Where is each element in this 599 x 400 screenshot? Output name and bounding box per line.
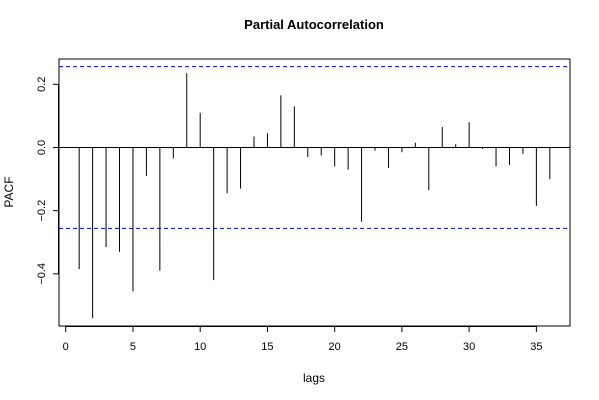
pacf-bars xyxy=(78,73,551,319)
x-tick-label-10: 10 xyxy=(194,341,206,353)
x-tick-label-0: 0 xyxy=(63,341,69,353)
confidence-lines xyxy=(59,66,570,229)
x-tick-label-30: 30 xyxy=(463,341,475,353)
y-tick-label-2: 0.0 xyxy=(36,140,48,155)
x-tick-label-5: 5 xyxy=(130,341,136,353)
chart-title: Partial Autocorrelation xyxy=(244,17,384,32)
y-axis: −0.4 −0.2 0.0 0.2 xyxy=(36,77,59,285)
y-tick-label-0: −0.4 xyxy=(36,263,48,285)
x-tick-label-35: 35 xyxy=(530,341,542,353)
x-tick-label-15: 15 xyxy=(261,341,273,353)
y-axis-label: PACF xyxy=(2,176,16,207)
plot-frame xyxy=(58,58,571,327)
x-axis-label: lags xyxy=(303,371,325,385)
x-tick-label-20: 20 xyxy=(329,341,341,353)
x-axis: 0 5 10 15 20 25 30 35 xyxy=(63,326,543,353)
y-tick-label-1: −0.2 xyxy=(36,200,48,222)
y-tick-label-3: 0.2 xyxy=(36,77,48,92)
x-tick-label-25: 25 xyxy=(396,341,408,353)
